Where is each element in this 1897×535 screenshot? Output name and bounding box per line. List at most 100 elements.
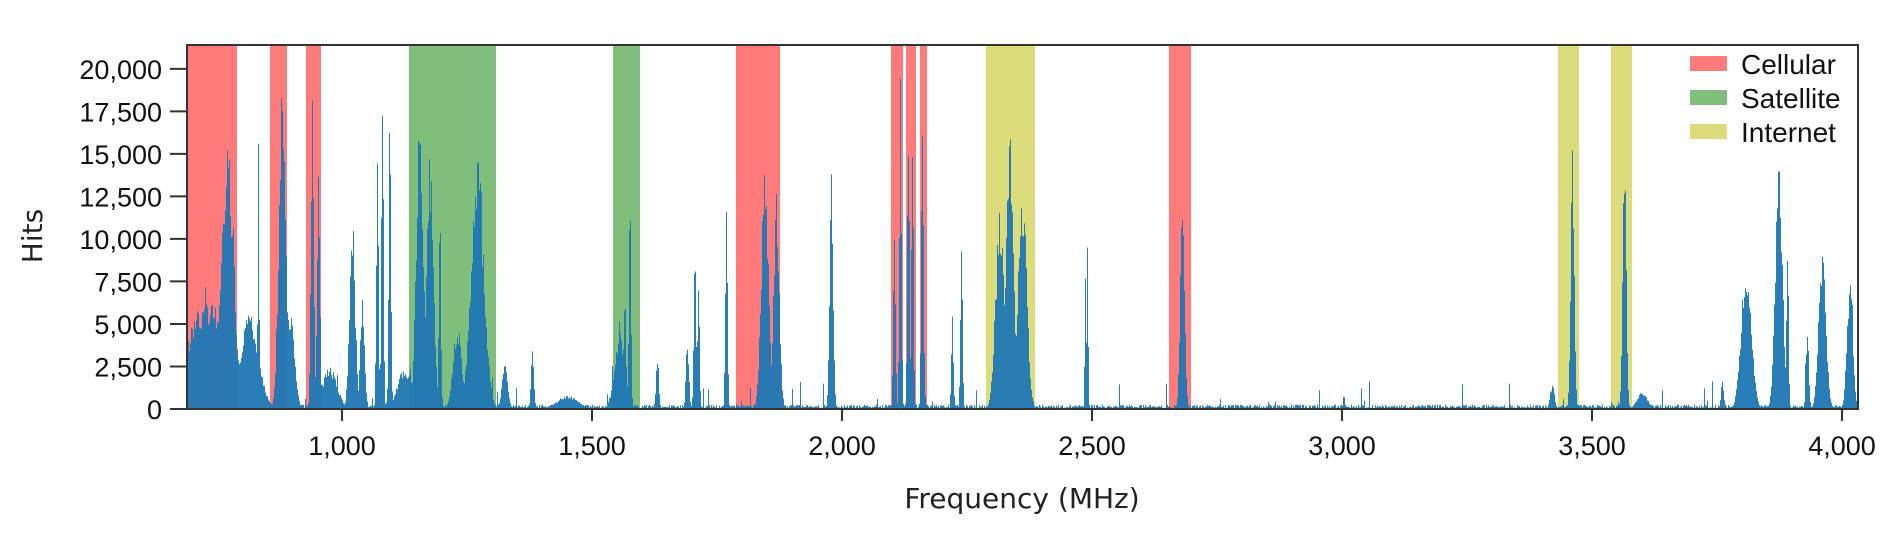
hit-bar bbox=[1215, 406, 1216, 409]
hit-bar bbox=[736, 403, 737, 409]
hit-bar bbox=[1103, 406, 1104, 409]
hit-bar bbox=[771, 365, 772, 409]
hit-bar bbox=[1416, 406, 1417, 409]
hit-bar bbox=[757, 384, 758, 409]
hit-bar bbox=[370, 406, 371, 409]
hit-bar bbox=[875, 406, 876, 409]
hit-bar bbox=[831, 174, 832, 409]
hit-bar bbox=[1259, 404, 1260, 409]
hit-bar bbox=[1393, 406, 1394, 409]
hit-bar bbox=[953, 362, 954, 409]
x-tick-label: 1,000 bbox=[308, 431, 376, 461]
hit-bar bbox=[445, 404, 446, 409]
hit-bar bbox=[781, 364, 782, 409]
hit-bar bbox=[903, 403, 904, 409]
hit-bar bbox=[537, 405, 538, 409]
hit-bar bbox=[1590, 406, 1591, 409]
hit-bar bbox=[305, 398, 306, 409]
hit-bar bbox=[605, 405, 606, 409]
hit-bar bbox=[910, 358, 911, 409]
hit-bar bbox=[293, 339, 294, 409]
hit-bar bbox=[258, 143, 259, 409]
hit-bar bbox=[1471, 406, 1472, 409]
hit-bar bbox=[433, 267, 434, 409]
hit-bar bbox=[688, 364, 689, 409]
x-tick-label: 2,000 bbox=[808, 431, 876, 461]
hit-bar bbox=[1644, 395, 1645, 409]
hit-bar bbox=[958, 406, 959, 409]
hit-bar bbox=[1132, 406, 1133, 409]
hit-bar bbox=[847, 405, 848, 409]
hit-bar bbox=[317, 259, 318, 409]
hit-bar bbox=[1566, 405, 1567, 409]
hit-bar bbox=[1268, 401, 1269, 409]
hit-bar bbox=[282, 110, 283, 410]
hit-bar bbox=[1571, 202, 1572, 409]
hit-bar bbox=[301, 405, 302, 409]
hit-bar bbox=[1338, 405, 1339, 409]
hit-bar bbox=[713, 405, 714, 409]
hit-bar bbox=[1815, 386, 1816, 409]
hit-bar bbox=[281, 98, 282, 409]
hit-bar bbox=[895, 304, 896, 409]
hit-bar bbox=[596, 406, 597, 409]
hit-bar bbox=[773, 296, 774, 409]
hit-bar bbox=[271, 403, 272, 409]
hit-bar bbox=[1278, 406, 1279, 409]
hit-bar bbox=[527, 406, 528, 409]
hit-bar bbox=[753, 405, 754, 409]
hit-bar bbox=[777, 247, 778, 409]
hit-bar bbox=[1179, 342, 1180, 409]
hit-bar bbox=[1006, 238, 1007, 409]
hit-bar bbox=[519, 405, 520, 409]
hit-bar bbox=[362, 299, 363, 409]
hit-bar bbox=[1832, 406, 1833, 409]
hit-bar bbox=[800, 381, 801, 409]
hit-bar bbox=[342, 400, 343, 409]
hit-bar bbox=[295, 366, 296, 409]
hit-bar bbox=[779, 293, 780, 409]
hit-bar bbox=[912, 156, 913, 409]
hit-bar bbox=[366, 392, 367, 409]
hit-bar bbox=[1074, 406, 1075, 409]
hit-bar bbox=[795, 406, 796, 409]
hit-bar bbox=[908, 156, 909, 409]
hit-bar bbox=[1008, 198, 1009, 409]
hit-bar bbox=[1377, 405, 1378, 409]
hit-bar bbox=[273, 397, 274, 409]
hit-bar bbox=[1062, 405, 1063, 409]
hit-bar bbox=[1806, 354, 1807, 409]
hit-bar bbox=[931, 405, 932, 409]
hit-bar bbox=[1855, 391, 1856, 409]
hit-bar bbox=[297, 389, 298, 409]
hit-bar bbox=[1096, 405, 1097, 409]
hit-bar bbox=[495, 405, 496, 409]
hit-bar bbox=[1643, 395, 1644, 409]
hit-bar bbox=[1255, 405, 1256, 409]
hit-bar bbox=[995, 299, 996, 409]
hit-bar bbox=[1852, 304, 1853, 409]
hit-bar bbox=[1736, 389, 1737, 409]
hit-bar bbox=[1719, 406, 1720, 409]
hit-bar bbox=[380, 363, 381, 409]
hit-bar bbox=[339, 395, 340, 409]
hit-bar bbox=[197, 311, 198, 409]
hit-bar bbox=[1450, 405, 1451, 409]
hit-bar bbox=[976, 390, 977, 409]
hit-bar bbox=[574, 398, 575, 409]
hit-bar bbox=[561, 399, 562, 409]
hit-bar bbox=[1145, 405, 1146, 409]
hit-bar bbox=[204, 308, 205, 409]
hit-bar bbox=[1217, 406, 1218, 409]
hit-bar bbox=[1609, 405, 1610, 409]
hit-bar bbox=[989, 400, 990, 409]
hit-bar bbox=[911, 249, 912, 409]
hit-bar bbox=[1818, 322, 1819, 409]
hit-bar bbox=[695, 271, 696, 409]
hit-bar bbox=[437, 387, 438, 409]
hit-bar bbox=[634, 405, 635, 409]
hit-bar bbox=[1737, 380, 1738, 409]
hit-bar bbox=[609, 398, 610, 409]
hit-bar bbox=[1422, 405, 1423, 409]
hit-bar bbox=[558, 401, 559, 409]
